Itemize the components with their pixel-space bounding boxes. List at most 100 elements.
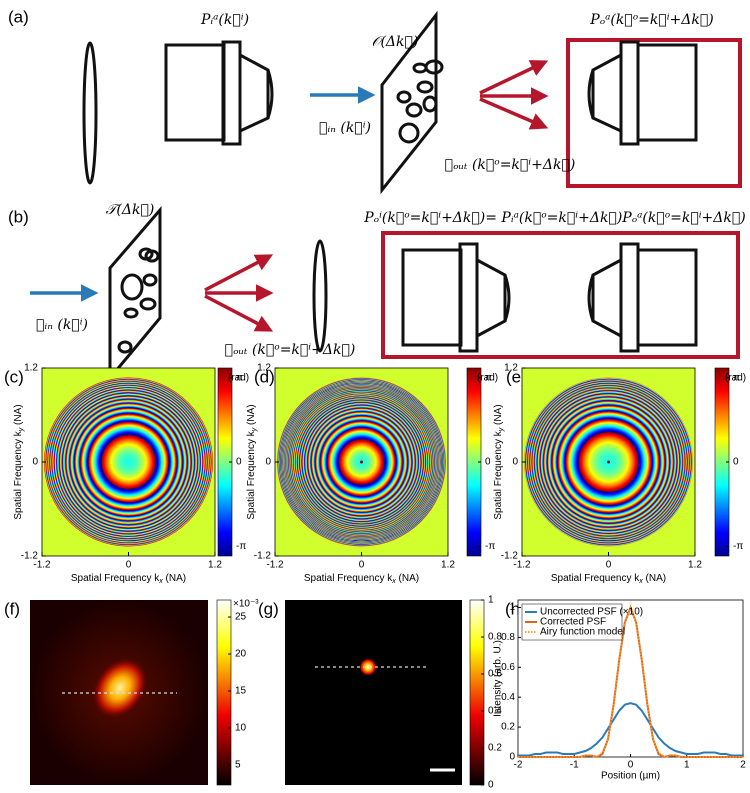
y-axis-label: Spatial Frequency ky (NA) xyxy=(493,404,505,519)
center-dot xyxy=(607,460,610,464)
label-sub: x xyxy=(391,578,396,585)
input-field: ℰᵢₙ (k⃗ⁱ) xyxy=(319,120,371,136)
label-sub: y xyxy=(498,427,505,432)
data-line xyxy=(518,605,743,758)
colorbar-tick-label: 0.4 xyxy=(488,706,502,717)
object-label: 𝒪(Δk⃗) xyxy=(372,34,419,50)
phase-map: -1.2 0 1.2 -1.2 0 1.2 Spatial Frequency kx (NA… xyxy=(13,363,249,585)
label-tail: (NA) xyxy=(13,404,24,427)
colorbar-tick-label: π xyxy=(236,372,243,383)
colorbar-unit: (rad) xyxy=(477,373,498,384)
panel-label: (f) xyxy=(4,599,20,618)
y-axis-label: Spatial Frequency ky (NA) xyxy=(246,404,258,519)
colorbar-tick-label: 15 xyxy=(235,686,247,697)
label-sub: x xyxy=(638,578,643,585)
psf-image-f xyxy=(30,600,208,785)
transmission-label: 𝒯(Δk⃗) xyxy=(106,202,155,218)
phase-ring xyxy=(128,461,129,463)
diagram-a xyxy=(82,10,742,195)
x-tick-label: -1 xyxy=(570,760,579,771)
x-tick-label: 1 xyxy=(684,760,690,771)
panel-label: (a) xyxy=(8,7,29,26)
colorbar-tick-label: 25 xyxy=(235,612,247,623)
output-field: ℰₒᵤₜ (k⃗ᵒ=k⃗ⁱ+Δk⃗) xyxy=(445,157,576,173)
y-tick-label: 0 xyxy=(509,752,515,763)
y-tick-label: 1 xyxy=(509,602,515,613)
x-axis-label: Position (µm) xyxy=(601,771,660,782)
input-field: ℰᵢₙ (k⃗ⁱ) xyxy=(36,317,88,333)
x-tick-label: -1.2 xyxy=(266,560,284,571)
x-tick-label: -2 xyxy=(514,760,523,771)
panel-label: (c) xyxy=(4,367,24,386)
x-tick-label: -1.2 xyxy=(513,560,531,571)
output-field: ℰₒᵤₜ (k⃗ᵒ=k⃗ⁱ+Δk⃗) xyxy=(225,342,356,358)
data-line xyxy=(518,702,743,757)
label-text: Spatial Frequency k xyxy=(493,430,504,519)
y-tick-label: 0.8 xyxy=(501,632,515,643)
x-tick-label: 0 xyxy=(606,560,612,571)
y-tick-label: 0.6 xyxy=(501,662,515,673)
x-axis-label: Spatial Frequency kx (NA) xyxy=(71,573,186,585)
legend-label: Corrected PSF xyxy=(540,617,606,628)
colorbar-tick-label: 0 xyxy=(733,457,739,468)
colorbar-tick-label: π xyxy=(485,372,492,383)
label-text: Spatial Frequency k xyxy=(551,573,640,584)
x-tick-label: 0 xyxy=(359,560,365,571)
colorbar-multiplier: ×10⁻³ xyxy=(233,599,259,610)
legend-box xyxy=(521,603,623,641)
label-text: Spatial Frequency k xyxy=(13,430,24,519)
x-tick-label: -1.2 xyxy=(33,560,51,571)
x-tick-label: 1.2 xyxy=(208,560,222,571)
colorbar xyxy=(469,599,485,786)
colorbar xyxy=(216,599,232,786)
center-dot xyxy=(360,460,363,464)
x-tick-label: 1.2 xyxy=(441,560,455,571)
y-tick-label: 1.2 xyxy=(504,363,518,374)
phase-map: -1.2 0 1.2 -1.2 0 1.2 Spatial Frequency kx (NA… xyxy=(246,363,498,585)
label-sub: y xyxy=(251,427,258,432)
x-tick-label: 0 xyxy=(126,560,132,571)
colorbar-tick-label: 5 xyxy=(235,760,241,771)
diagram-b xyxy=(30,205,740,383)
y-tick-label: 1.2 xyxy=(24,363,38,374)
colorbar-tick-label: 0.8 xyxy=(488,632,502,643)
legend-label: Airy function model xyxy=(540,627,625,638)
x-axis-label: Spatial Frequency kx (NA) xyxy=(304,573,419,585)
psf-colorbar: 0 0.2 0.4 0.6 0.8 1 xyxy=(469,595,502,791)
y-tick-label: 0.4 xyxy=(501,692,515,703)
label-text: Spatial Frequency k xyxy=(71,573,160,584)
label-tail: (NA) xyxy=(163,573,186,584)
colorbar-tick-label: π xyxy=(733,372,740,383)
colorbar-tick-label: 0 xyxy=(485,457,491,468)
colorbar-tick-label: 0.2 xyxy=(488,743,502,754)
psf-colorbar: 5 10 15 20 25 ×10⁻³ xyxy=(216,599,259,786)
effective-pupil: Pₒⁱ(k⃗ᵒ=k⃗ⁱ+Δk⃗)= Pᵢᵃ(k⃗ᵒ=k⃗ⁱ+Δk⃗)Pₒᵃ(k⃗… xyxy=(363,210,745,226)
input-pupil: Pᵢᵃ(k⃗ⁱ) xyxy=(200,12,249,28)
y-tick-label: -1.2 xyxy=(501,551,519,562)
y-axis-label: Intensity (arb. U.) xyxy=(493,640,504,717)
colorbar-unit: (rad) xyxy=(725,373,746,384)
panel-label: (g) xyxy=(258,599,279,618)
y-tick-label: -1.2 xyxy=(21,551,39,562)
colorbar-unit: (rad) xyxy=(228,373,249,384)
label-tail: (NA) xyxy=(246,404,257,427)
label-text: Spatial Frequency k xyxy=(304,573,393,584)
colorbar-tick-label: 0 xyxy=(236,457,242,468)
legend-label: Uncorrected PSF (×10) xyxy=(540,607,643,618)
psf-image-g xyxy=(285,600,462,785)
colorbar-tick-label: 10 xyxy=(235,723,247,734)
colorbar-tick-label: 0.6 xyxy=(488,669,502,680)
y-tick-label: -1.2 xyxy=(254,551,272,562)
x-axis-label: Spatial Frequency kx (NA) xyxy=(551,573,666,585)
line-chart: -2 -1 0 1 2 0 0.2 0.4 0.6 0.8 1 Position (µm) Intens… xyxy=(493,599,746,782)
colorbar-tick-label: -π xyxy=(733,541,743,552)
panel-label: (e) xyxy=(506,367,527,386)
y-tick-label: 0 xyxy=(512,457,518,468)
y-tick-label: 0.2 xyxy=(501,722,515,733)
x-tick-label: 2 xyxy=(740,760,746,771)
panel-label: (d) xyxy=(254,367,275,386)
y-tick-label: 1.2 xyxy=(257,363,271,374)
x-tick-label: 0 xyxy=(628,760,634,771)
